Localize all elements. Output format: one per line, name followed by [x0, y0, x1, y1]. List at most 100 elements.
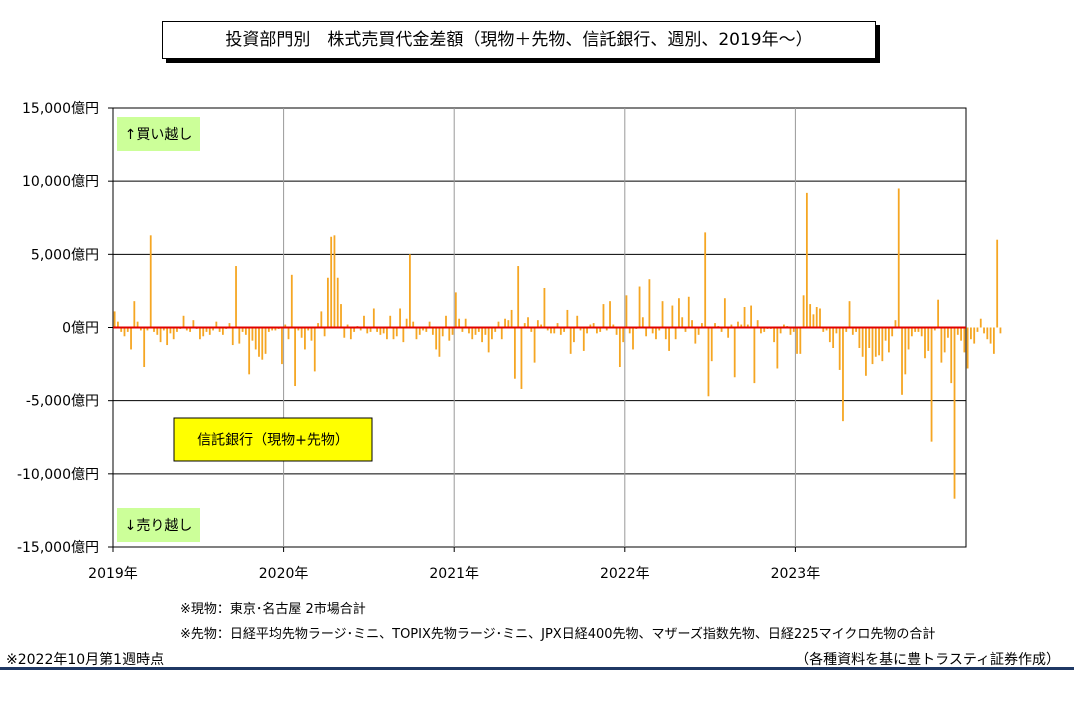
x-tick-label: 2021年: [429, 566, 479, 582]
bar: [740, 324, 743, 328]
y-tick-label: 10,000億円: [22, 174, 99, 190]
bar: [415, 327, 418, 340]
x-tick-label: 2022年: [600, 566, 650, 582]
bar: [874, 327, 877, 357]
bar: [474, 327, 477, 335]
bar: [399, 308, 401, 328]
bar: [504, 318, 506, 328]
bar: [842, 327, 844, 422]
bar: [937, 299, 940, 328]
bar: [582, 327, 585, 351]
bar: [563, 327, 565, 332]
bar: [487, 327, 490, 353]
bar: [638, 286, 641, 328]
bar: [261, 327, 264, 360]
bar: [907, 327, 910, 350]
bar: [776, 327, 779, 369]
bar: [182, 315, 185, 328]
bar: [441, 327, 444, 337]
bar: [310, 327, 313, 341]
bar: [359, 327, 362, 331]
bar: [701, 323, 703, 328]
bar: [878, 327, 880, 356]
bar: [133, 301, 136, 328]
bar: [326, 277, 329, 328]
bar: [199, 327, 201, 340]
x-tick-label: 2023年: [771, 566, 821, 582]
bar: [248, 327, 251, 375]
bar: [618, 327, 621, 368]
bar: [162, 327, 165, 331]
bar: [274, 327, 277, 331]
bar: [215, 321, 218, 328]
bar: [894, 320, 897, 328]
bar: [930, 327, 933, 442]
bar: [914, 327, 917, 332]
bar: [589, 324, 592, 328]
bar: [297, 327, 300, 331]
bar: [556, 323, 559, 328]
bar: [500, 327, 503, 340]
bar: [550, 327, 552, 334]
bar: [783, 324, 785, 328]
bar: [983, 327, 985, 334]
bar: [392, 327, 395, 340]
bar: [884, 327, 887, 341]
bar: [546, 327, 549, 331]
bar: [166, 327, 169, 346]
bottom-rule: [0, 667, 1074, 670]
bar: [471, 327, 474, 340]
bar: [448, 327, 451, 341]
bar: [379, 327, 382, 335]
bar: [113, 311, 116, 328]
bar: [382, 327, 385, 334]
bar: [815, 307, 818, 328]
bar: [402, 327, 405, 343]
bar: [855, 327, 857, 332]
bar: [838, 327, 841, 370]
bar: [825, 327, 828, 331]
bar: [763, 327, 766, 332]
bar: [812, 314, 815, 328]
chart-area: 15,000億円 10,000億円 5,000億円 0億円 -5,000億円 -10,00…: [17, 101, 1002, 582]
bar: [779, 327, 782, 334]
bar: [625, 295, 628, 328]
bar: [228, 323, 231, 328]
bar: [464, 318, 467, 328]
bar: [960, 327, 962, 341]
bar: [343, 327, 346, 338]
bar: [294, 327, 296, 387]
bar: [192, 320, 195, 328]
bar: [222, 327, 224, 335]
bar: [143, 327, 146, 368]
bar: [176, 327, 178, 332]
bar: [513, 327, 516, 379]
bar: [674, 327, 677, 340]
bar: [123, 327, 126, 337]
bar: [435, 327, 438, 350]
bar: [576, 315, 579, 328]
bar: [491, 327, 493, 340]
bar: [244, 327, 247, 335]
bar: [743, 307, 746, 328]
bar: [602, 304, 605, 328]
bar: [940, 327, 943, 363]
bar: [687, 296, 690, 328]
bar: [172, 327, 175, 340]
x-tick-label: 2019年: [88, 566, 138, 582]
bar: [920, 327, 923, 337]
bar: [664, 327, 667, 340]
bar: [189, 327, 191, 332]
bar: [235, 266, 237, 328]
y-tick-label: 15,000億円: [22, 101, 99, 117]
bar: [333, 235, 336, 328]
bar: [881, 327, 884, 362]
bar: [497, 321, 500, 328]
bar: [156, 327, 159, 335]
note-as-of: ※2022年10月第1週時点: [6, 652, 165, 668]
bar: [645, 327, 648, 337]
bar: [386, 327, 388, 340]
bar: [592, 323, 595, 328]
bar: [254, 327, 257, 350]
bar: [714, 323, 716, 328]
